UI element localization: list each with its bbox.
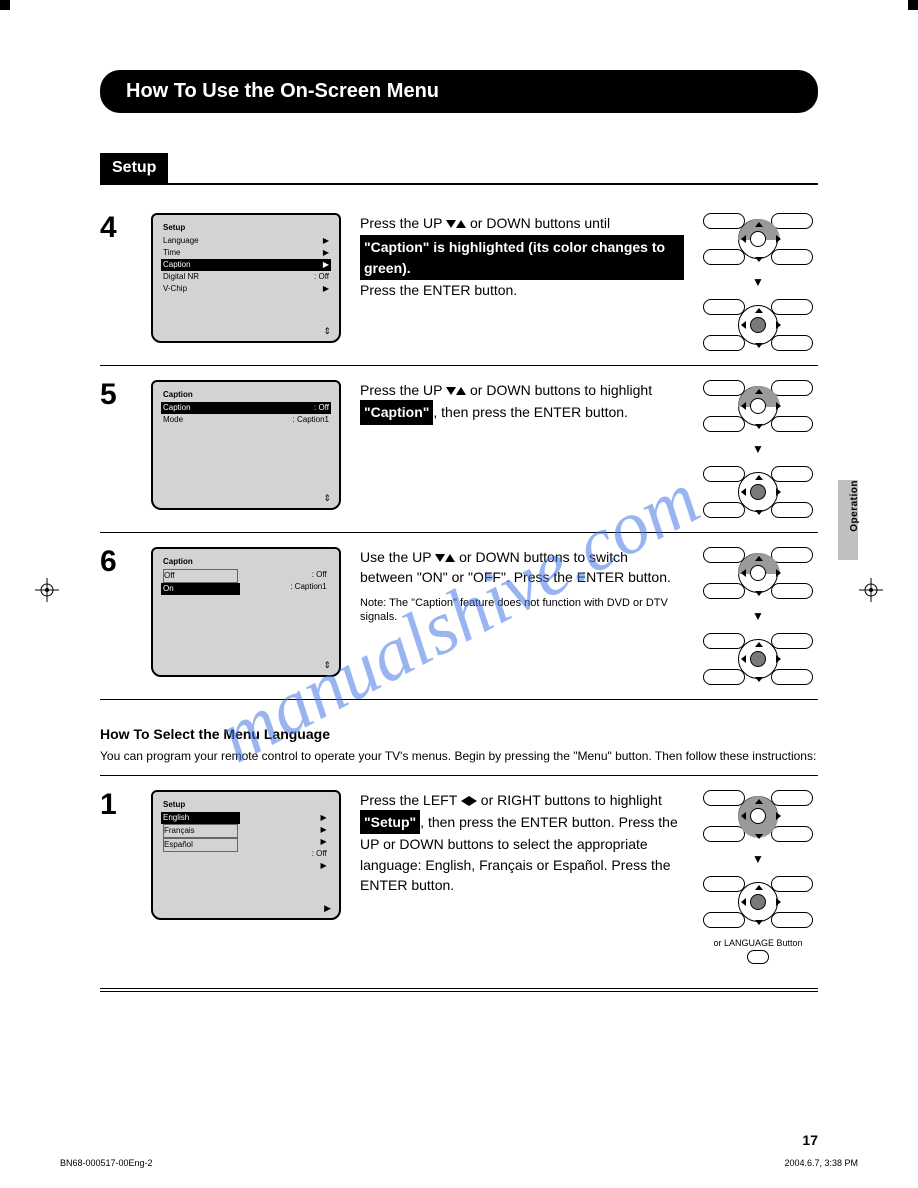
step-number: 6 bbox=[100, 547, 132, 577]
footer-date: 2004.6.7, 3:38 PM bbox=[784, 1158, 858, 1168]
language-button-alt: or LANGUAGE Button bbox=[713, 938, 802, 964]
up-arrow-icon bbox=[445, 554, 455, 562]
step-5-text: Press the UP or DOWN buttons to highligh… bbox=[360, 380, 684, 427]
left-arrow-icon bbox=[461, 796, 469, 806]
step-number: 1 bbox=[100, 790, 132, 820]
remote-dpad-updown bbox=[703, 380, 813, 432]
page-number: 17 bbox=[802, 1132, 818, 1148]
tv-screen-language: Setup English Français Español ▶ ▶ ▶ : O… bbox=[151, 790, 341, 920]
side-tab-label: Operation bbox=[849, 480, 860, 532]
crop-mark-tr bbox=[908, 0, 918, 10]
step-5: 5 Caption Caption: Off Mode: Caption1 ⇕ … bbox=[100, 366, 818, 533]
step-4-text: Press the UP or DOWN buttons until "Capt… bbox=[360, 213, 684, 300]
remote-dpad-enter bbox=[703, 299, 813, 351]
remote-dpad-leftright bbox=[703, 790, 813, 842]
language-body: You can program your remote control to o… bbox=[100, 748, 818, 765]
then-arrow-icon: ▼ bbox=[752, 852, 764, 866]
registration-mark-left bbox=[35, 578, 59, 602]
step-6-text: Use the UP or DOWN buttons to switch bet… bbox=[360, 547, 684, 625]
language-button-icon bbox=[747, 950, 769, 964]
section-rule bbox=[100, 183, 818, 185]
language-heading: How To Select the Menu Language bbox=[100, 726, 818, 742]
up-arrow-icon bbox=[456, 220, 466, 228]
tv-screen-caption-sub: Caption Caption: Off Mode: Caption1 ⇕ bbox=[151, 380, 341, 510]
up-arrow-icon bbox=[456, 387, 466, 395]
step-number: 5 bbox=[100, 380, 132, 410]
bottom-rule bbox=[100, 988, 818, 992]
then-arrow-icon: ▼ bbox=[752, 609, 764, 623]
language-section: How To Select the Menu Language You can … bbox=[100, 726, 818, 776]
remote-dpad-updown bbox=[703, 547, 813, 599]
remote-dpad-enter bbox=[703, 876, 813, 928]
remote-dpad-enter bbox=[703, 466, 813, 518]
step-6: 6 Caption Off On : Off : Caption1 ⇕ bbox=[100, 533, 818, 700]
section-tab-setup: Setup bbox=[100, 153, 168, 183]
step-number: 4 bbox=[100, 213, 132, 243]
down-arrow-icon bbox=[446, 220, 456, 228]
right-arrow-icon bbox=[469, 796, 477, 806]
down-arrow-icon bbox=[435, 554, 445, 562]
down-arrow-icon bbox=[446, 387, 456, 395]
then-arrow-icon: ▼ bbox=[752, 275, 764, 289]
registration-mark-right bbox=[859, 578, 883, 602]
tv-screen-caption-onoff: Caption Off On : Off : Caption1 ⇕ bbox=[151, 547, 341, 677]
step-4: 4 Setup Language▶ Time▶ Caption▶ Digital… bbox=[100, 199, 818, 366]
language-step-text: Press the LEFT or RIGHT buttons to highl… bbox=[360, 790, 684, 897]
tv-screen-caption-menu: Setup Language▶ Time▶ Caption▶ Digital N… bbox=[151, 213, 341, 343]
footer-filename: BN68-000517-00Eng-2 bbox=[60, 1158, 153, 1168]
remote-dpad-updown bbox=[703, 213, 813, 265]
remote-dpad-enter bbox=[703, 633, 813, 685]
then-arrow-icon: ▼ bbox=[752, 442, 764, 456]
page-title-bar: How To Use the On-Screen Menu bbox=[100, 70, 818, 113]
crop-mark-tl bbox=[0, 0, 10, 10]
language-step-1: 1 Setup English Français Español ▶ ▶ ▶ :… bbox=[100, 776, 818, 978]
